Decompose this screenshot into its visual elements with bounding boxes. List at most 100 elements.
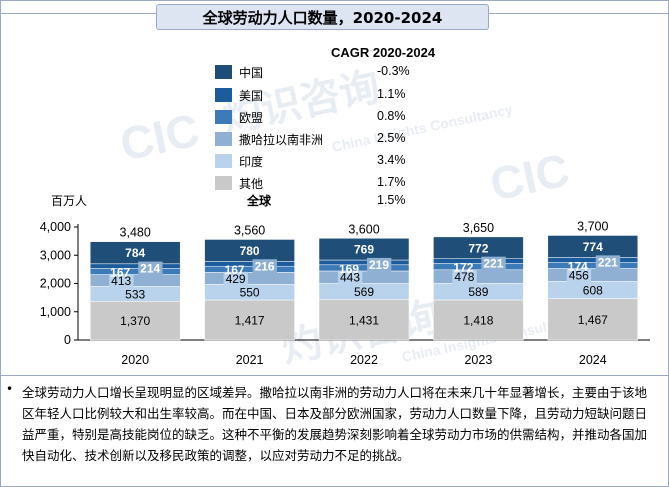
- data-label: 413: [111, 274, 131, 288]
- data-label-bg: [109, 273, 134, 288]
- legend-cagr: -0.3%: [377, 64, 410, 78]
- legend-header: CAGR 2020-2024: [331, 45, 436, 60]
- x-tick-label: 2023: [464, 353, 492, 367]
- data-label-bg: [481, 256, 506, 271]
- bar-segment: [433, 263, 524, 271]
- total-label: 3,600: [348, 222, 379, 236]
- legend-swatch: [215, 154, 232, 168]
- bar-segment: [547, 235, 639, 258]
- legend-cagr: 1.1%: [377, 87, 406, 101]
- legend-item: 美国 1.1%: [215, 87, 435, 103]
- bar-segment: [433, 258, 524, 264]
- data-label: 769: [354, 243, 374, 257]
- bar-segment: [433, 269, 524, 284]
- total-label: 全球: [247, 194, 272, 208]
- legend-label: 欧盟: [239, 111, 264, 125]
- data-label: 784: [125, 246, 145, 260]
- legend-cagr: 0.8%: [377, 109, 406, 123]
- legend-swatch: [215, 65, 232, 79]
- bar-segment: [318, 238, 410, 261]
- y-tick-label: 4,000: [40, 220, 71, 234]
- note-bullet: •: [6, 382, 14, 396]
- data-label: 174: [568, 259, 588, 273]
- y-tick-label: 0: [64, 333, 71, 347]
- total-cagr: 1.5%: [377, 193, 406, 207]
- x-tick-label: 2021: [236, 353, 264, 367]
- data-label-bg: [595, 255, 621, 270]
- bar-segment: [89, 263, 181, 269]
- legend-item: 其他 1.7%: [215, 175, 435, 191]
- bar-segment: [318, 270, 410, 284]
- total-label: 3,650: [463, 221, 494, 235]
- data-label-bg: [452, 270, 477, 285]
- legend-label: 撒哈拉以南非洲: [239, 133, 324, 147]
- bar-segment: [547, 298, 639, 341]
- data-label: 221: [483, 257, 503, 271]
- total-label: 3,560: [234, 223, 265, 237]
- bar-segment: [318, 264, 410, 272]
- x-tick-label: 2024: [579, 353, 607, 367]
- data-label: 456: [569, 268, 589, 282]
- unit-label: 百万人: [51, 194, 88, 208]
- legend-label: 美国: [239, 89, 264, 103]
- data-label: 216: [255, 259, 275, 273]
- note-separator: [0, 375, 669, 376]
- bar-segment: [204, 272, 295, 285]
- bar-segment: [547, 268, 639, 282]
- legend-item: 中国 -0.3%: [215, 64, 435, 80]
- bar-segment: [89, 241, 181, 265]
- chart-title: 全球劳动力人口数量，2020-2024: [156, 4, 489, 30]
- bar-segment: [89, 274, 181, 287]
- bar-segment: [433, 236, 524, 259]
- data-label: 1,417: [235, 313, 265, 327]
- data-label-bg: [566, 268, 592, 283]
- legend-label: 印度: [239, 155, 264, 169]
- legend-swatch: [215, 88, 232, 102]
- data-label: 219: [369, 258, 389, 272]
- legend-swatch: [215, 176, 232, 190]
- legend-item: 撒哈拉以南非洲 2.5%: [215, 131, 435, 147]
- data-label: 780: [240, 244, 260, 258]
- bar-segment: [204, 239, 295, 262]
- data-label: 478: [454, 270, 474, 284]
- bar-segment: [318, 259, 410, 266]
- data-label: 1,370: [120, 314, 150, 328]
- bar-segment: [204, 299, 295, 341]
- data-label: 172: [453, 261, 473, 275]
- data-label-bg: [252, 259, 277, 274]
- x-tick-label: 2022: [350, 353, 378, 367]
- data-label: 533: [125, 287, 145, 301]
- data-label: 1,467: [578, 313, 608, 327]
- bar-segment: [89, 268, 181, 275]
- y-tick-label: 2,000: [40, 277, 71, 291]
- data-label: 774: [583, 240, 603, 254]
- legend-swatch: [215, 110, 232, 124]
- data-label: 772: [468, 241, 488, 255]
- total-label: 3,480: [120, 226, 151, 240]
- data-label: 443: [340, 271, 360, 285]
- bar-segment: [204, 261, 295, 267]
- footnote-text: 全球劳动力人口增长呈现明显的区域差异。撒哈拉以南非洲的劳动力人口将在未来几十年显…: [22, 385, 648, 463]
- data-label: 214: [140, 262, 160, 276]
- data-label: 1,431: [349, 313, 379, 327]
- bar-segment: [547, 257, 639, 263]
- data-label: 169: [339, 262, 359, 276]
- data-label: 429: [226, 272, 246, 286]
- legend-item: 欧盟 0.8%: [215, 109, 435, 125]
- legend-cagr: 1.7%: [377, 175, 406, 189]
- data-label: 569: [354, 285, 374, 299]
- bar-segment: [89, 301, 181, 341]
- data-label: 608: [583, 283, 603, 297]
- x-tick-label: 2020: [121, 353, 149, 367]
- y-tick-label: 3,000: [40, 248, 71, 262]
- data-label: 589: [468, 285, 488, 299]
- data-label: 1,418: [463, 313, 493, 327]
- legend-label: 其他: [239, 177, 264, 191]
- bar-segment: [204, 265, 295, 273]
- bar-segment: [318, 299, 410, 341]
- legend-cagr: 3.4%: [377, 153, 406, 167]
- data-label: 550: [240, 286, 260, 300]
- total-label: 3,700: [577, 219, 608, 233]
- data-label: 167: [110, 266, 130, 280]
